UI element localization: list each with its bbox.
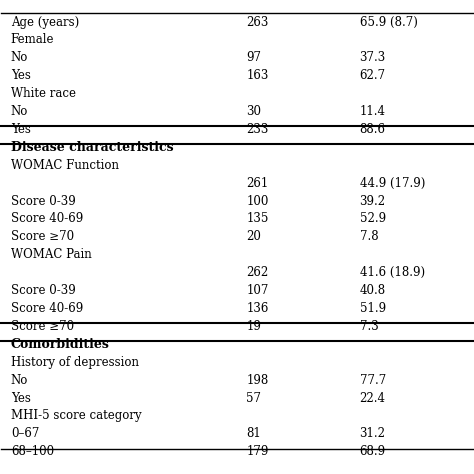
Text: No: No: [11, 105, 28, 118]
Text: 100: 100: [246, 195, 269, 208]
Text: 37.3: 37.3: [359, 51, 386, 64]
Text: 57: 57: [246, 392, 262, 405]
Text: 7.3: 7.3: [359, 320, 378, 333]
Text: Age (years): Age (years): [11, 16, 79, 28]
Text: No: No: [11, 51, 28, 64]
Text: 44.9 (17.9): 44.9 (17.9): [359, 177, 425, 190]
Text: 0–67: 0–67: [11, 428, 39, 440]
Text: 136: 136: [246, 302, 269, 315]
Text: 19: 19: [246, 320, 261, 333]
Text: 97: 97: [246, 51, 262, 64]
Text: 68–100: 68–100: [11, 445, 54, 458]
Text: Score 0-39: Score 0-39: [11, 284, 75, 297]
Text: Score 40-69: Score 40-69: [11, 212, 83, 226]
Text: Score ≥70: Score ≥70: [11, 230, 74, 244]
Text: 263: 263: [246, 16, 269, 28]
Text: No: No: [11, 374, 28, 387]
Text: 65.9 (8.7): 65.9 (8.7): [359, 16, 418, 28]
Text: 22.4: 22.4: [359, 392, 385, 405]
Text: 51.9: 51.9: [359, 302, 386, 315]
Text: 88.6: 88.6: [359, 123, 385, 136]
Text: 261: 261: [246, 177, 269, 190]
Text: 52.9: 52.9: [359, 212, 386, 226]
Text: Yes: Yes: [11, 392, 31, 405]
Text: 68.9: 68.9: [359, 445, 386, 458]
Text: 11.4: 11.4: [359, 105, 385, 118]
Text: 77.7: 77.7: [359, 374, 386, 387]
Text: 233: 233: [246, 123, 269, 136]
Text: 107: 107: [246, 284, 269, 297]
Text: Female: Female: [11, 34, 55, 46]
Text: MHI-5 score category: MHI-5 score category: [11, 410, 141, 422]
Text: Yes: Yes: [11, 123, 31, 136]
Text: 163: 163: [246, 69, 269, 82]
Text: Comorbidities: Comorbidities: [11, 338, 109, 351]
Text: Score 40-69: Score 40-69: [11, 302, 83, 315]
Text: 31.2: 31.2: [359, 428, 385, 440]
Text: Score ≥70: Score ≥70: [11, 320, 74, 333]
Text: Yes: Yes: [11, 69, 31, 82]
Text: Score 0-39: Score 0-39: [11, 195, 75, 208]
Text: 39.2: 39.2: [359, 195, 386, 208]
Text: 41.6 (18.9): 41.6 (18.9): [359, 266, 425, 279]
Text: WOMAC Function: WOMAC Function: [11, 159, 119, 172]
Text: 62.7: 62.7: [359, 69, 386, 82]
Text: Disease characteristics: Disease characteristics: [11, 141, 173, 154]
Text: White race: White race: [11, 87, 76, 100]
Text: 20: 20: [246, 230, 261, 244]
Text: WOMAC Pain: WOMAC Pain: [11, 248, 91, 261]
Text: 262: 262: [246, 266, 269, 279]
Text: 30: 30: [246, 105, 262, 118]
Text: 198: 198: [246, 374, 269, 387]
Text: 7.8: 7.8: [359, 230, 378, 244]
Text: 40.8: 40.8: [359, 284, 386, 297]
Text: History of depression: History of depression: [11, 356, 139, 369]
Text: 81: 81: [246, 428, 261, 440]
Text: 179: 179: [246, 445, 269, 458]
Text: 135: 135: [246, 212, 269, 226]
